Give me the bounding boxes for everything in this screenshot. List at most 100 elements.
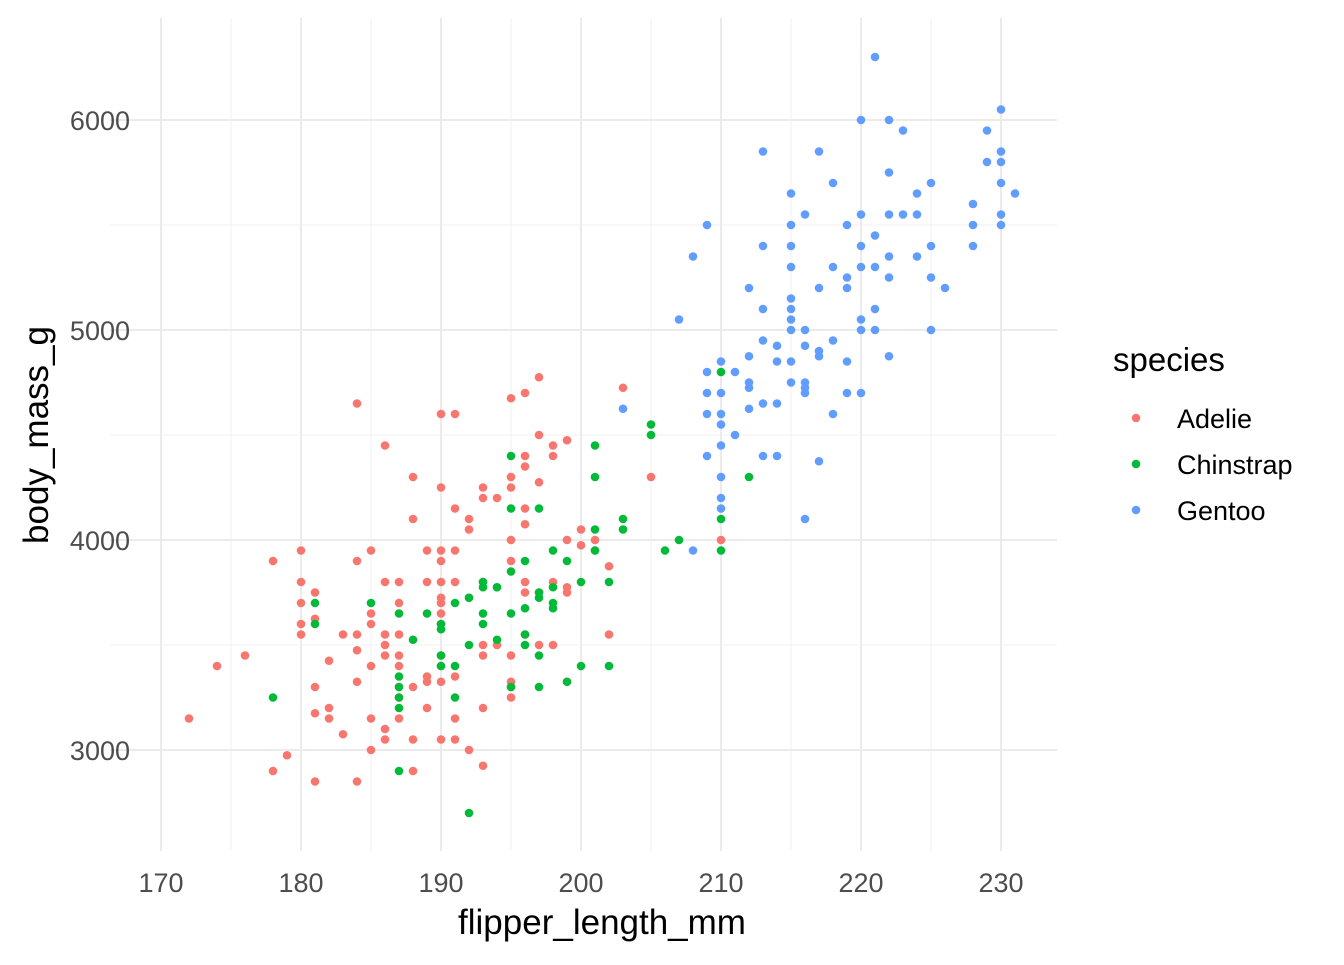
- point-chinstrap: [506, 682, 516, 692]
- point-adelie: [380, 630, 390, 639]
- point-adelie: [184, 714, 194, 723]
- point-adelie: [394, 577, 404, 587]
- point-gentoo: [842, 357, 852, 366]
- point-gentoo: [828, 262, 838, 272]
- point-gentoo: [744, 351, 754, 361]
- point-gentoo: [982, 126, 992, 135]
- point-adelie: [268, 766, 278, 776]
- point-adelie: [464, 745, 474, 755]
- x-tick-label: 190: [418, 868, 463, 898]
- point-adelie: [548, 451, 558, 461]
- point-gentoo: [814, 456, 824, 466]
- point-adelie: [296, 630, 306, 639]
- point-adelie: [604, 561, 614, 571]
- point-gentoo: [786, 262, 796, 272]
- point-chinstrap: [506, 504, 516, 513]
- point-chinstrap: [646, 430, 656, 440]
- point-gentoo: [716, 357, 726, 366]
- point-gentoo: [800, 210, 810, 219]
- point-adelie: [534, 477, 544, 487]
- point-gentoo: [758, 241, 768, 251]
- y-tick-label: 5000: [70, 316, 130, 346]
- point-gentoo: [856, 115, 866, 125]
- point-adelie: [338, 729, 348, 739]
- point-adelie: [380, 735, 390, 744]
- point-adelie: [296, 619, 306, 629]
- point-chinstrap: [450, 661, 460, 671]
- point-chinstrap: [618, 514, 628, 524]
- point-gentoo: [996, 220, 1006, 230]
- point-adelie: [464, 514, 474, 524]
- point-adelie: [324, 656, 334, 666]
- point-adelie: [506, 483, 516, 492]
- point-gentoo: [870, 231, 880, 240]
- x-tick-label: 230: [978, 868, 1023, 898]
- point-adelie: [506, 535, 516, 545]
- point-gentoo: [912, 210, 922, 219]
- point-gentoo: [884, 168, 894, 177]
- point-adelie: [268, 556, 278, 566]
- point-adelie: [548, 640, 558, 650]
- point-chinstrap: [590, 472, 600, 482]
- point-chinstrap: [520, 556, 530, 566]
- point-chinstrap: [394, 682, 404, 692]
- point-adelie: [562, 435, 572, 445]
- point-chinstrap: [450, 598, 460, 608]
- point-chinstrap: [674, 535, 684, 545]
- x-tick-label: 200: [558, 868, 603, 898]
- point-chinstrap: [478, 609, 488, 618]
- point-adelie: [450, 504, 460, 513]
- point-adelie: [576, 525, 586, 534]
- point-gentoo: [758, 336, 768, 345]
- legend-title: species: [1113, 341, 1225, 378]
- point-gentoo: [968, 220, 978, 230]
- point-adelie: [436, 577, 446, 587]
- point-adelie: [646, 472, 656, 482]
- point-adelie: [212, 661, 222, 671]
- point-adelie: [450, 577, 460, 587]
- point-adelie: [380, 724, 390, 734]
- point-chinstrap: [492, 582, 502, 592]
- point-chinstrap: [394, 672, 404, 681]
- point-adelie: [618, 383, 628, 393]
- point-adelie: [422, 577, 432, 587]
- point-adelie: [436, 556, 446, 566]
- point-gentoo: [618, 404, 628, 414]
- points: [184, 52, 1020, 818]
- point-gentoo: [842, 283, 852, 293]
- point-adelie: [352, 777, 362, 786]
- point-adelie: [520, 504, 530, 513]
- point-gentoo: [912, 252, 922, 261]
- point-chinstrap: [394, 693, 404, 702]
- point-gentoo: [870, 52, 880, 62]
- point-gentoo: [1010, 189, 1020, 198]
- point-gentoo: [786, 294, 796, 303]
- point-gentoo: [884, 351, 894, 361]
- point-adelie: [562, 582, 572, 592]
- point-gentoo: [800, 514, 810, 524]
- point-chinstrap: [310, 619, 320, 629]
- point-chinstrap: [478, 619, 488, 629]
- point-gentoo: [716, 409, 726, 419]
- point-adelie: [324, 714, 334, 723]
- point-gentoo: [926, 178, 936, 188]
- point-adelie: [422, 672, 432, 681]
- point-adelie: [408, 735, 418, 744]
- point-adelie: [310, 588, 320, 597]
- point-adelie: [310, 682, 320, 692]
- point-adelie: [520, 388, 530, 398]
- point-gentoo: [786, 241, 796, 251]
- point-adelie: [380, 651, 390, 660]
- x-tick-label: 170: [138, 868, 183, 898]
- point-gentoo: [856, 210, 866, 219]
- point-chinstrap: [408, 635, 418, 645]
- point-adelie: [338, 630, 348, 639]
- point-gentoo: [828, 409, 838, 419]
- point-chinstrap: [576, 577, 586, 587]
- point-gentoo: [744, 378, 754, 387]
- point-gentoo: [702, 451, 712, 461]
- point-gentoo: [884, 210, 894, 219]
- point-adelie: [352, 556, 362, 566]
- point-gentoo: [702, 367, 712, 377]
- point-gentoo: [828, 336, 838, 345]
